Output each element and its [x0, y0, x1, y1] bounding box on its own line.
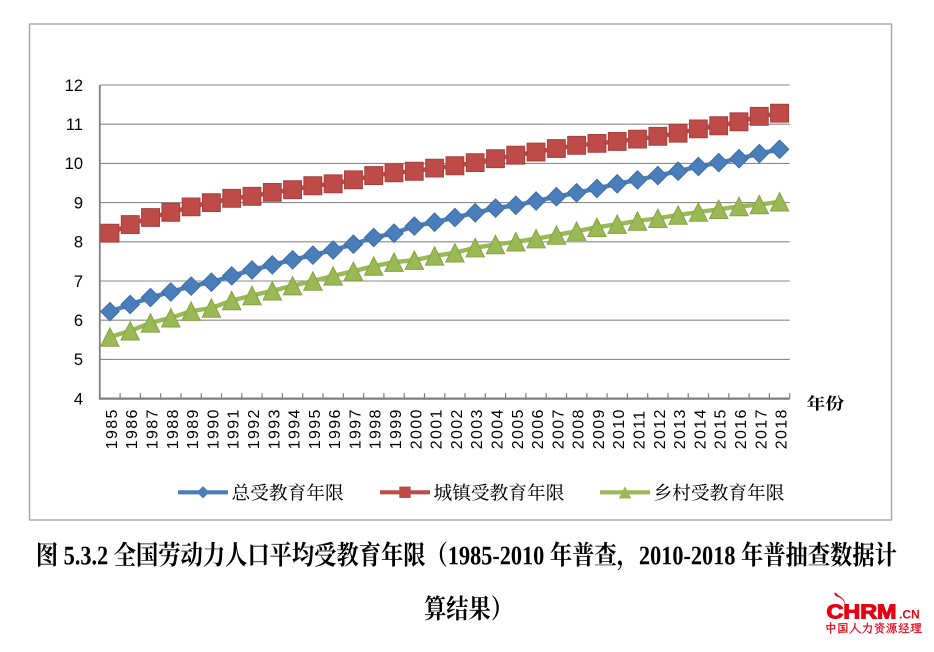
svg-text:2009: 2009 [591, 408, 608, 449]
svg-text:7: 7 [74, 273, 83, 291]
svg-text:2008: 2008 [571, 408, 588, 449]
svg-text:1987: 1987 [145, 408, 162, 449]
svg-text:9: 9 [74, 194, 83, 212]
svg-text:2010: 2010 [611, 408, 628, 449]
svg-text:2013: 2013 [672, 408, 689, 449]
svg-text:1986: 1986 [124, 408, 141, 449]
svg-text:2012: 2012 [652, 408, 669, 449]
svg-text:1992: 1992 [246, 408, 263, 449]
svg-text:1998: 1998 [368, 408, 385, 449]
svg-text:2014: 2014 [692, 408, 709, 449]
svg-text:CHRM: CHRM [827, 602, 897, 624]
svg-text:2015: 2015 [713, 408, 730, 449]
svg-text:11: 11 [66, 116, 83, 134]
svg-text:2002: 2002 [449, 408, 466, 449]
svg-text:1997: 1997 [347, 408, 364, 449]
svg-text:2004: 2004 [490, 408, 507, 449]
svg-text:2007: 2007 [550, 408, 567, 449]
svg-text:6: 6 [74, 312, 83, 330]
svg-text:1990: 1990 [205, 408, 222, 449]
svg-text:2003: 2003 [469, 408, 486, 449]
svg-text:2018: 2018 [774, 408, 791, 449]
svg-text:1991: 1991 [226, 408, 243, 449]
svg-text:5: 5 [74, 351, 83, 369]
svg-text:1988: 1988 [165, 408, 182, 449]
svg-text:2016: 2016 [733, 408, 750, 449]
svg-text:1994: 1994 [287, 408, 304, 449]
svg-text:1993: 1993 [266, 408, 283, 449]
svg-text:1985: 1985 [104, 408, 121, 449]
svg-text:2006: 2006 [530, 408, 547, 449]
svg-text:1999: 1999 [388, 408, 405, 449]
svg-text:2017: 2017 [753, 408, 770, 449]
svg-text:1995: 1995 [307, 408, 324, 449]
svg-text:2001: 2001 [429, 408, 446, 449]
svg-text:2011: 2011 [632, 409, 649, 449]
svg-text:2005: 2005 [510, 408, 527, 449]
svg-text:4: 4 [74, 390, 83, 408]
svg-text:12: 12 [65, 77, 83, 95]
svg-text:.CN: .CN [899, 608, 920, 622]
svg-text:10: 10 [65, 155, 83, 173]
svg-text:1989: 1989 [185, 408, 202, 449]
svg-text:1996: 1996 [327, 408, 344, 449]
svg-text:2000: 2000 [408, 408, 425, 449]
svg-text:8: 8 [74, 234, 83, 252]
